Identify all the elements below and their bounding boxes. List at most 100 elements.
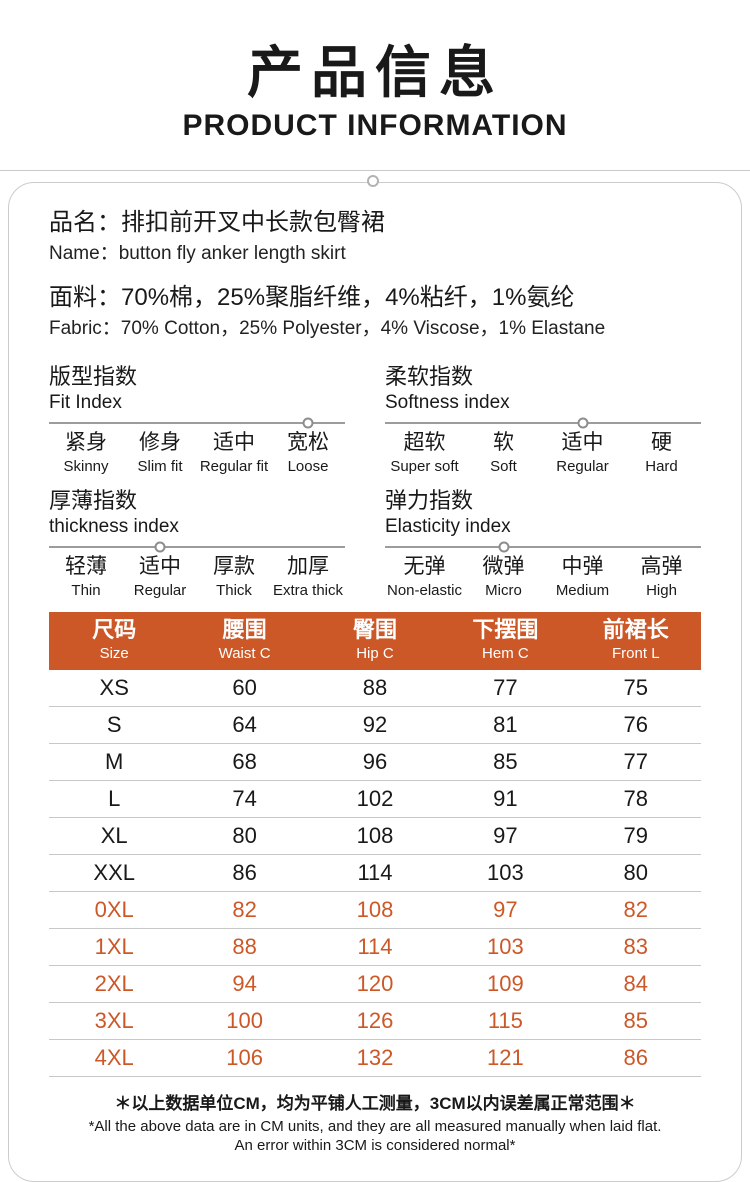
value-cell: 82 — [179, 891, 310, 929]
index-block: 版型指数 Fit Index 紧身 Skinny 修身 Slim fit 适中 Regular… — [49, 364, 345, 476]
size-table-header-row: 尺码 Size 腰围 Waist C 臀围 Hip C 下摆围 Hem C 前裙长 Front L — [49, 612, 701, 670]
index-option: 厚款 Thick — [197, 555, 271, 600]
value-cell: 86 — [179, 854, 310, 892]
column-header: 腰围 Waist C — [179, 612, 310, 670]
value-cell: 81 — [440, 706, 571, 744]
index-option: 适中 Regular — [123, 555, 197, 600]
index-option: 软 Soft — [464, 431, 543, 476]
column-header-cn: 下摆围 — [472, 617, 539, 643]
value-cell: 82 — [570, 891, 701, 929]
index-block: 弹力指数 Elasticity index 无弹 Non-elastic 微弹 Micro… — [385, 488, 701, 600]
index-option-cn: 高弹 — [640, 555, 683, 579]
product-fabric-value-en: 70% Cotton，25% Polyester，4% Viscose，1% E… — [120, 318, 606, 340]
index-options: 紧身 Skinny 修身 Slim fit 适中 Regular fit 宽松 Loose — [49, 431, 345, 476]
index-option-en: Micro — [485, 582, 522, 600]
index-title-en: Elasticity index — [385, 516, 511, 538]
index-options: 轻薄 Thin 适中 Regular 厚款 Thick 加厚 Extra thick — [49, 555, 345, 600]
index-option-en: Thick — [216, 582, 252, 600]
table-row: 3XL 100 126 115 85 — [49, 1002, 701, 1040]
value-cell: 85 — [570, 1002, 701, 1040]
index-option-cn: 软 — [493, 430, 514, 454]
note-en-line1: *All the above data are in CM units, and… — [88, 1117, 662, 1135]
index-option-en: Soft — [490, 458, 517, 476]
value-cell: 64 — [179, 706, 310, 744]
product-fabric-value-cn: 70%棉，25%聚脂纤维，4%粘纤，1%氨纶 — [121, 283, 575, 311]
index-marker-dot — [577, 417, 588, 429]
index-option-en: Regular fit — [199, 458, 269, 476]
value-cell: 103 — [440, 854, 571, 892]
value-cell: 78 — [570, 780, 701, 818]
product-name-value-cn: 排扣前开叉中长款包臀裙 — [121, 209, 385, 236]
value-cell: 109 — [440, 965, 571, 1003]
size-table: 尺码 Size 腰围 Waist C 臀围 Hip C 下摆围 Hem C 前裙长 Front L… — [49, 612, 701, 1077]
value-cell: 68 — [179, 743, 310, 781]
size-cell: XS — [49, 669, 180, 707]
size-cell: 4XL — [49, 1039, 180, 1077]
table-row: XXL 86 114 103 80 — [49, 854, 701, 892]
index-option: 适中 Regular — [543, 431, 622, 476]
table-row: S 64 92 81 76 — [49, 706, 701, 744]
value-cell: 108 — [309, 817, 441, 855]
index-option: 超软 Super soft — [385, 431, 464, 476]
index-option-cn: 超软 — [403, 430, 446, 454]
value-cell: 96 — [309, 743, 441, 781]
index-option-en: Regular — [556, 458, 609, 476]
index-option-cn: 硬 — [651, 430, 672, 454]
index-options: 无弹 Non-elastic 微弹 Micro 中弹 Medium 高弹 High — [385, 555, 701, 600]
column-header-cn: 臀围 — [352, 617, 397, 643]
value-cell: 84 — [570, 965, 701, 1003]
index-option: 高弹 High — [622, 555, 701, 600]
value-cell: 102 — [309, 780, 441, 818]
column-header: 下摆围 Hem C — [440, 612, 571, 670]
value-cell: 76 — [570, 706, 701, 744]
value-cell: 91 — [440, 780, 571, 818]
value-cell: 88 — [309, 669, 441, 707]
size-cell: 0XL — [49, 891, 180, 929]
value-cell: 132 — [309, 1039, 441, 1077]
column-header-cn: 前裙长 — [602, 617, 669, 643]
index-block: 柔软指数 Softness index 超软 Super soft 软 Soft 适中 Reg… — [385, 364, 701, 476]
value-cell: 80 — [179, 817, 310, 855]
size-table-head: 尺码 Size 腰围 Waist C 臀围 Hip C 下摆围 Hem C 前裙长 Front L — [49, 612, 701, 670]
index-title-en: thickness index — [49, 516, 179, 538]
product-fabric-label-en: Fabric： — [49, 318, 121, 340]
index-title-cn: 柔软指数 — [385, 363, 474, 389]
column-header-cn: 腰围 — [222, 617, 267, 643]
column-header-en: Front L — [612, 644, 660, 662]
index-marker-dot — [302, 417, 314, 429]
column-header-en: Size — [99, 644, 129, 662]
value-cell: 115 — [440, 1002, 571, 1040]
size-table-body: XS 60 88 77 75 S 64 92 81 76 M 68 96 85 77 L 74 102 91 78 XL… — [49, 669, 701, 1077]
value-cell: 79 — [570, 817, 701, 855]
column-header-en: Hip C — [356, 644, 394, 662]
index-option-cn: 适中 — [561, 430, 604, 454]
top-divider — [0, 170, 750, 171]
value-cell: 77 — [440, 669, 571, 707]
product-name-en: Name：button fly anker length skirt — [49, 242, 701, 267]
value-cell: 114 — [309, 854, 441, 892]
size-cell: M — [49, 743, 180, 781]
index-option-cn: 紧身 — [65, 430, 107, 454]
index-option-cn: 修身 — [139, 430, 181, 454]
product-name-cn: 品名：排扣前开叉中长款包臀裙 — [49, 207, 701, 238]
index-option: 硬 Hard — [622, 431, 701, 476]
value-cell: 88 — [179, 928, 310, 966]
divider-dot — [367, 175, 379, 187]
index-options: 超软 Super soft 软 Soft 适中 Regular 硬 Hard — [385, 431, 701, 476]
value-cell: 106 — [179, 1039, 310, 1077]
content-frame: 品名：排扣前开叉中长款包臀裙 Name：button fly anker len… — [8, 175, 742, 1182]
index-title-en: Softness index — [385, 392, 510, 414]
index-option-en: Extra thick — [272, 582, 344, 600]
product-name-value-en: button fly anker length skirt — [118, 243, 346, 265]
product-fabric-en: Fabric：70% Cotton，25% Polyester，4% Visco… — [49, 317, 701, 342]
value-cell: 121 — [440, 1039, 571, 1077]
index-option: 适中 Regular fit — [197, 431, 271, 476]
index-option: 无弹 Non-elastic — [385, 555, 464, 600]
page-header: 产品信息 PRODUCT INFORMATION — [0, 0, 750, 143]
index-block: 厚薄指数 thickness index 轻薄 Thin 适中 Regular 厚款 Thic… — [49, 488, 345, 600]
value-cell: 120 — [309, 965, 441, 1003]
size-cell: 2XL — [49, 965, 180, 1003]
size-cell: 3XL — [49, 1002, 180, 1040]
size-cell: XXL — [49, 854, 180, 892]
value-cell: 126 — [309, 1002, 441, 1040]
